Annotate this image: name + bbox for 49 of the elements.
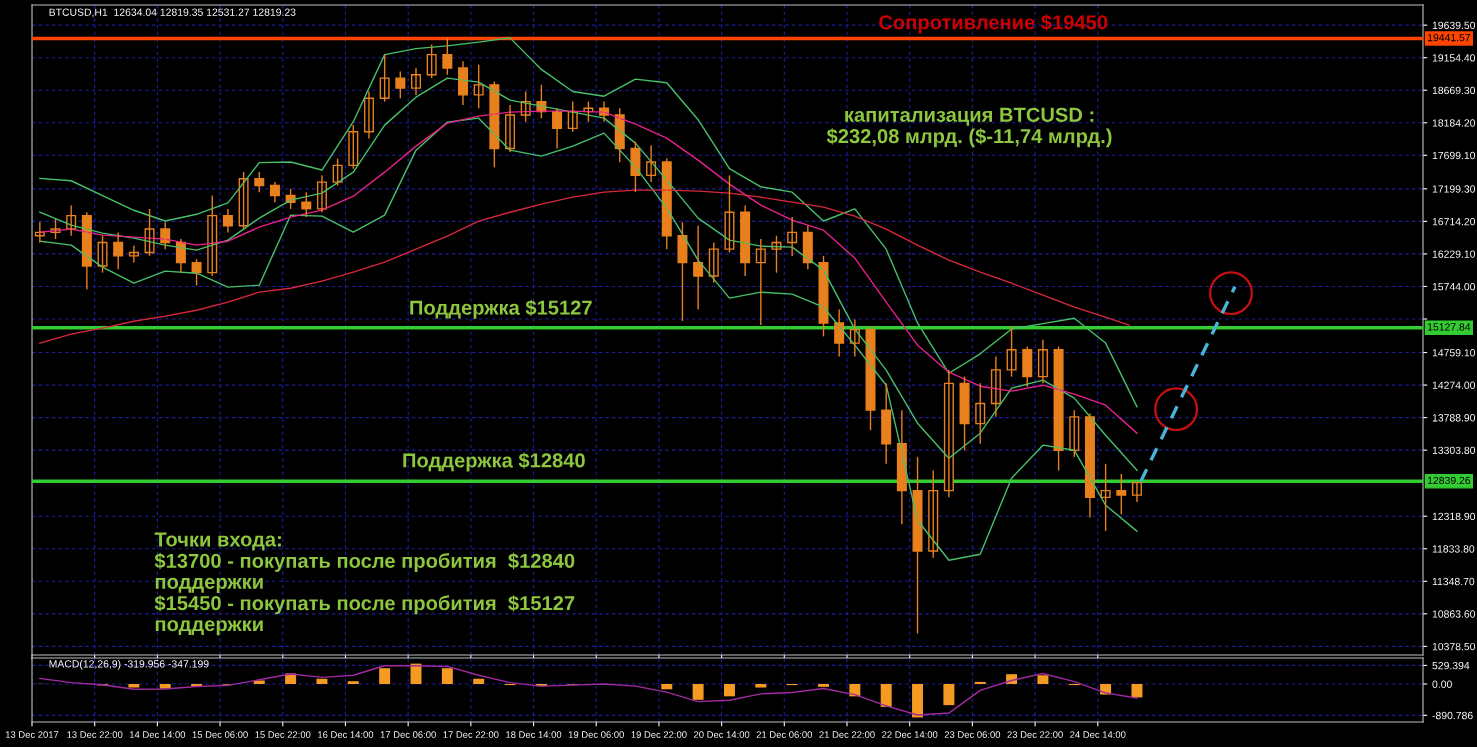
y-tick-label: 10863.60 <box>1432 610 1476 618</box>
y-tick-label: 0.00 <box>1432 680 1452 688</box>
y-tick-label: 11833.80 <box>1432 545 1475 553</box>
y-tick-label: 529.394 <box>1432 661 1470 670</box>
x-tick-label: 16 Dec 14:00 <box>318 731 374 738</box>
y-tick-label: 16229.10 <box>1432 250 1476 258</box>
x-tick-label: 22 Dec 14:00 <box>882 731 938 738</box>
x-tick-label: 23 Dec 22:00 <box>1007 731 1063 738</box>
ref-line-label: 12839.26 <box>1427 476 1471 485</box>
y-tick-label: 18184.20 <box>1432 119 1476 127</box>
y-tick-label: 18669.30 <box>1432 86 1476 95</box>
y-tick-label: 14759.10 <box>1432 349 1476 357</box>
chart-title: BTCUSD,H1 12634.04 12819.35 12531.27 12819.23 <box>49 8 296 18</box>
x-tick-label: 15 Dec 06:00 <box>192 731 248 738</box>
x-tick-label: 17 Dec 06:00 <box>380 731 436 738</box>
x-tick-label: 18 Dec 14:00 <box>506 731 562 738</box>
y-tick-label: 10378.50 <box>1432 642 1476 651</box>
y-tick-label: 13303.80 <box>1432 446 1476 455</box>
x-tick-label: 23 Dec 06:00 <box>944 731 1001 738</box>
y-tick-label: 13788.90 <box>1432 414 1476 422</box>
x-tick-label: 21 Dec 06:00 <box>756 731 813 738</box>
chart-title: MACD(12,26,9) -319.956 -347.199 <box>49 659 209 670</box>
annotation: Поддержка $12840 <box>403 452 585 472</box>
x-tick-label: 19 Dec 22:00 <box>631 731 687 738</box>
x-tick-label: 21 Dec 22:00 <box>819 731 875 738</box>
x-tick-label: 13 Dec 2017 <box>5 731 59 738</box>
x-tick-label: 14 Dec 14:00 <box>130 731 186 738</box>
y-tick-label: 15744.00 <box>1432 282 1476 291</box>
x-tick-label: 15 Dec 22:00 <box>255 731 311 738</box>
x-tick-label: 20 Dec 14:00 <box>694 731 750 738</box>
annotation: Точки входа: $13700 - покупать после пробития $12840 поддержки $15450 - покупать после пробития $15127 поддержки <box>154 532 575 636</box>
y-tick-label: 17699.10 <box>1432 151 1476 160</box>
annotation: капитализация BTCUSD : $232,08 млрд. ($-11,74 млрд.) <box>826 107 1112 148</box>
y-tick-label: 11348.70 <box>1432 577 1475 586</box>
y-tick-label: 19154.40 <box>1432 54 1476 62</box>
y-tick-label: -890.786 <box>1432 711 1473 720</box>
ref-line-label: 15127.84 <box>1427 323 1471 331</box>
ref-line-label: 19441.57 <box>1427 33 1471 42</box>
annotation: Сопротивление $19450 <box>879 14 1108 34</box>
x-tick-label: 24 Dec 14:00 <box>1070 731 1126 738</box>
y-tick-label: 14274.00 <box>1432 381 1476 389</box>
y-tick-label: 19639.50 <box>1432 21 1476 30</box>
y-tick-label: 17199.30 <box>1432 185 1476 193</box>
annotation: Поддержка $15127 <box>410 299 592 319</box>
x-tick-label: 17 Dec 22:00 <box>443 731 499 738</box>
x-tick-label: 13 Dec 22:00 <box>67 731 123 738</box>
x-tick-label: 19 Dec 06:00 <box>568 731 624 738</box>
y-tick-label: 16714.20 <box>1432 217 1476 226</box>
y-tick-label: 12318.90 <box>1432 512 1476 521</box>
